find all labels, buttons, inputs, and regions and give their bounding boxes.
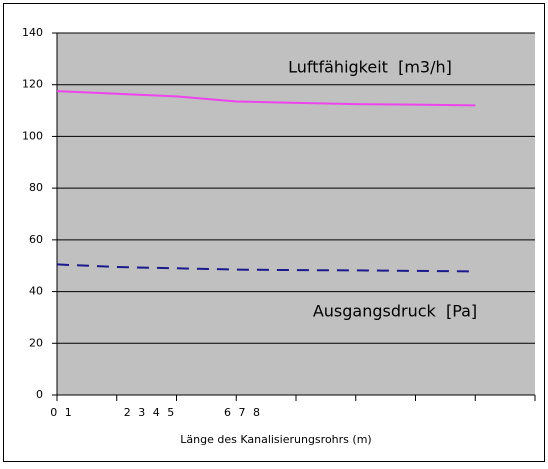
- y-tick-label: 20: [29, 336, 43, 349]
- y-tick-label: 100: [22, 129, 43, 142]
- series-label: Luftfähigkeit [m3/h]: [288, 58, 452, 77]
- x-tick-label: 2 3 4 5: [124, 406, 176, 419]
- plot-area: [57, 33, 535, 395]
- x-tick-label: 0 1: [50, 406, 74, 419]
- x-axis-label: Länge des Kanalisierungsrohrs (m): [180, 433, 371, 446]
- y-tick-label: 140: [22, 26, 43, 39]
- x-tick-label: 6 7 8: [224, 406, 262, 419]
- y-tick-label: 0: [36, 388, 43, 401]
- y-tick-label: 80: [29, 181, 43, 194]
- y-tick-label: 120: [22, 78, 43, 91]
- series-label: Ausgangsdruck [Pa]: [313, 302, 477, 321]
- y-tick-label: 60: [29, 233, 43, 246]
- series-line: [56, 90, 476, 107]
- y-tick-label: 40: [29, 285, 43, 298]
- series-line: [56, 263, 476, 273]
